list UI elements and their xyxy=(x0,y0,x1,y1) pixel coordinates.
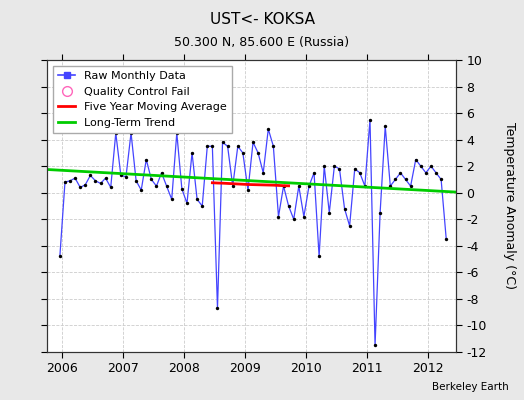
Point xyxy=(127,130,135,136)
Point xyxy=(351,166,359,172)
Point xyxy=(228,183,237,189)
Point xyxy=(345,223,354,229)
Point xyxy=(157,170,166,176)
Point xyxy=(61,179,69,185)
Point xyxy=(142,156,150,163)
Point xyxy=(152,183,161,189)
Point xyxy=(193,196,201,202)
Point xyxy=(249,139,257,146)
Point xyxy=(102,175,110,181)
Point xyxy=(427,163,435,169)
Point xyxy=(172,130,181,136)
Point xyxy=(442,236,451,242)
Point xyxy=(305,183,313,189)
Point xyxy=(274,214,282,220)
Text: 50.300 N, 85.600 E (Russia): 50.300 N, 85.600 E (Russia) xyxy=(174,36,350,49)
Point xyxy=(285,203,293,209)
Point xyxy=(254,150,263,156)
Point xyxy=(234,143,242,150)
Point xyxy=(264,126,272,132)
Point xyxy=(219,139,227,146)
Point xyxy=(356,170,364,176)
Point xyxy=(168,196,176,202)
Point xyxy=(391,176,400,183)
Point xyxy=(96,180,105,187)
Point xyxy=(417,163,425,169)
Point xyxy=(259,170,267,176)
Point xyxy=(300,214,308,220)
Point xyxy=(198,203,206,209)
Y-axis label: Temperature Anomaly (°C): Temperature Anomaly (°C) xyxy=(504,122,516,290)
Point xyxy=(315,253,323,260)
Point xyxy=(401,176,410,183)
Point xyxy=(203,143,212,150)
Point xyxy=(213,305,222,312)
Point xyxy=(386,183,395,189)
Point xyxy=(66,178,74,184)
Point xyxy=(81,182,90,188)
Point xyxy=(310,170,318,176)
Point xyxy=(122,174,130,180)
Point xyxy=(361,183,369,189)
Point xyxy=(376,210,384,216)
Point xyxy=(86,172,94,179)
Point xyxy=(238,150,247,156)
Text: Berkeley Earth: Berkeley Earth xyxy=(432,382,508,392)
Point xyxy=(117,172,125,179)
Point xyxy=(320,163,329,169)
Point xyxy=(366,116,374,123)
Point xyxy=(112,130,120,136)
Point xyxy=(208,143,216,150)
Point xyxy=(71,175,79,181)
Point xyxy=(279,183,288,189)
Point xyxy=(269,143,278,150)
Legend: Raw Monthly Data, Quality Control Fail, Five Year Moving Average, Long-Term Tren: Raw Monthly Data, Quality Control Fail, … xyxy=(53,66,232,133)
Point xyxy=(371,342,379,348)
Point xyxy=(147,176,156,183)
Point xyxy=(178,186,186,192)
Point xyxy=(294,183,303,189)
Point xyxy=(381,123,389,130)
Point xyxy=(437,176,445,183)
Text: UST<- KOKSA: UST<- KOKSA xyxy=(210,12,314,27)
Point xyxy=(183,200,191,206)
Point xyxy=(290,216,298,222)
Point xyxy=(335,166,344,172)
Point xyxy=(76,184,84,191)
Point xyxy=(432,170,440,176)
Point xyxy=(422,170,430,176)
Point xyxy=(325,210,333,216)
Point xyxy=(407,183,415,189)
Point xyxy=(91,178,100,184)
Point xyxy=(330,163,339,169)
Point xyxy=(106,184,115,191)
Point xyxy=(162,183,171,189)
Point xyxy=(244,187,252,193)
Point xyxy=(56,253,64,260)
Point xyxy=(411,156,420,163)
Point xyxy=(137,187,146,193)
Point xyxy=(223,143,232,150)
Point xyxy=(396,170,405,176)
Point xyxy=(341,206,349,212)
Point xyxy=(188,150,196,156)
Point xyxy=(132,178,140,184)
